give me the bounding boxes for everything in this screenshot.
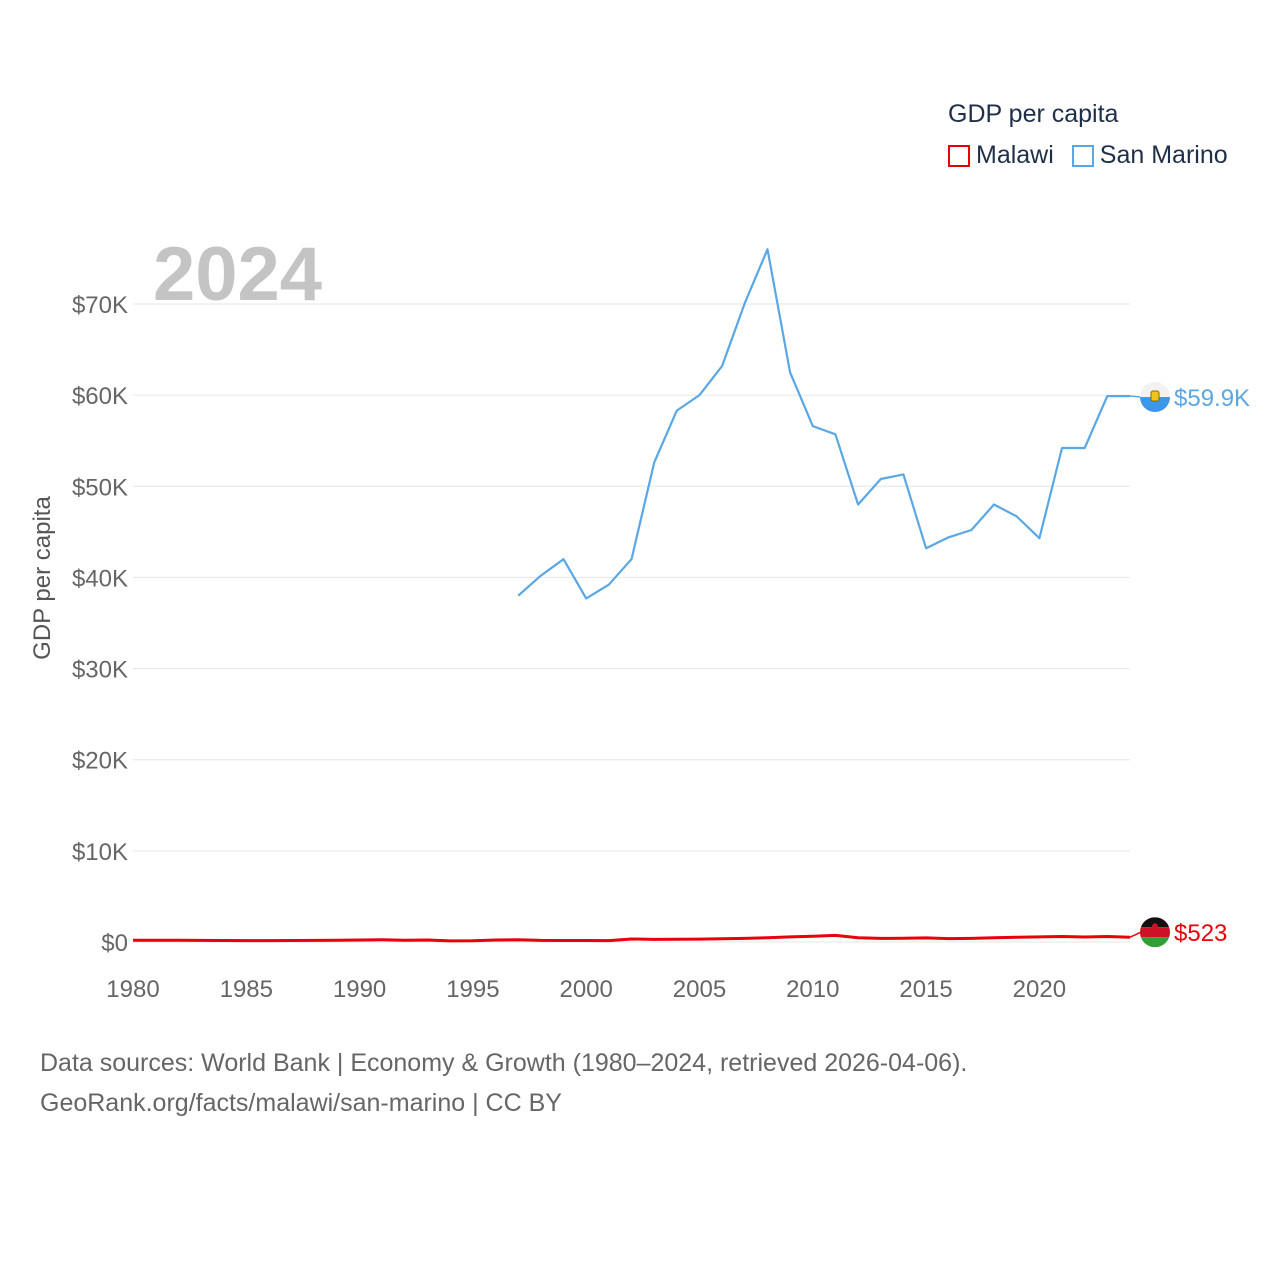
x-tick-label: 1980 xyxy=(106,976,159,1003)
legend-swatch-malawi xyxy=(948,144,970,167)
x-tick-label: 1995 xyxy=(446,976,499,1003)
x-tick-label: 1990 xyxy=(333,976,386,1003)
series-line-malawi xyxy=(132,933,1131,943)
y-tick-label: $20K xyxy=(72,748,128,775)
source-note: Data sources: World Bank | Economy & Gro… xyxy=(40,1043,967,1123)
end-value-label-san-marino: $59.9K xyxy=(1174,385,1250,412)
series-line-san-marino xyxy=(517,248,1130,600)
x-tick-label: 2015 xyxy=(899,976,952,1003)
end-markers: $523 $59.9K xyxy=(1129,382,1250,948)
source-line-2: GeoRank.org/facts/malawi/san-marino | CC… xyxy=(40,1089,562,1117)
gridlines xyxy=(133,303,1130,943)
end-connector xyxy=(1129,395,1142,398)
x-tick-label: 2010 xyxy=(786,976,839,1003)
legend: GDP per capita Malawi San Marino xyxy=(948,100,1246,170)
y-tick-label: $60K xyxy=(72,383,128,410)
y-tick-label: $40K xyxy=(72,565,128,592)
y-tick-label: $0 xyxy=(101,930,128,957)
x-tick-label: 2000 xyxy=(559,976,612,1003)
san-marino-flag-icon xyxy=(1140,382,1170,413)
y-axis-label: GDP per capita xyxy=(29,496,56,660)
series-layer xyxy=(132,248,1131,943)
legend-swatch-san-marino xyxy=(1071,144,1094,167)
y-tick-label: $70K xyxy=(72,292,128,319)
x-tick-label: 2005 xyxy=(673,976,726,1003)
y-tick-label: $50K xyxy=(72,474,128,501)
x-tick-label: 1985 xyxy=(220,976,273,1003)
x-axis-ticks: 1980 1985 1990 1995 2000 2005 2010 2015 2020 xyxy=(106,976,1066,1003)
legend-title: GDP per capita xyxy=(948,100,1119,128)
y-tick-label: $10K xyxy=(72,839,128,866)
legend-label-malawi: Malawi xyxy=(976,141,1054,169)
legend-item-malawi[interactable]: Malawi xyxy=(948,141,1054,170)
malawi-flag-icon xyxy=(1140,917,1170,948)
y-tick-label: $30K xyxy=(72,657,128,684)
year-label: 2024 xyxy=(153,232,322,317)
end-connector xyxy=(1129,931,1142,938)
legend-item-san-marino[interactable]: San Marino xyxy=(1071,141,1228,170)
y-axis-ticks: $0 $10K $20K $30K $40K $50K $60K $70K xyxy=(72,292,128,957)
x-tick-label: 2020 xyxy=(1013,976,1066,1003)
legend-label-san-marino: San Marino xyxy=(1099,141,1228,169)
end-value-label-malawi: $523 xyxy=(1174,920,1227,947)
source-line-1: Data sources: World Bank | Economy & Gro… xyxy=(40,1049,968,1077)
